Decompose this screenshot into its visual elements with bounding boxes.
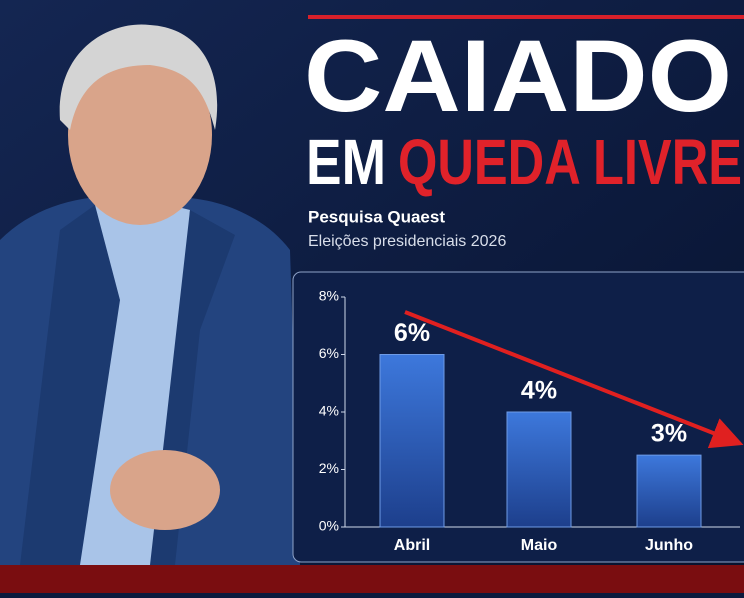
value-label: 3% — [651, 420, 687, 448]
chart-subtitle: Eleições presidenciais 2026 — [308, 233, 506, 250]
y-tick-label: 0% — [319, 518, 339, 534]
x-tick-label: Abril — [394, 537, 430, 554]
x-tick-label: Maio — [521, 537, 558, 554]
trend-arrow — [404, 310, 744, 449]
chart-title: Pesquisa Quaest — [308, 207, 445, 226]
value-label: 4% — [521, 377, 557, 405]
bottom-band — [0, 565, 744, 593]
y-tick-label: 2% — [319, 460, 339, 476]
y-tick-label: 4% — [319, 403, 339, 419]
bar — [506, 411, 572, 528]
y-tick-label: 8% — [319, 288, 339, 304]
y-tick-label: 6% — [319, 345, 339, 361]
hand — [110, 450, 220, 530]
x-tick-label: Junho — [645, 537, 693, 554]
face — [68, 45, 212, 225]
bar — [636, 454, 702, 528]
headline-red: QUEDA LIVRE — [398, 126, 742, 198]
headline-em: EM — [306, 126, 386, 198]
value-label: 6% — [394, 319, 430, 347]
headline-line1: CAIADO — [304, 19, 732, 133]
hair — [59, 24, 218, 130]
portrait — [0, 24, 300, 566]
bar — [379, 354, 445, 528]
lapel-left — [20, 205, 120, 565]
